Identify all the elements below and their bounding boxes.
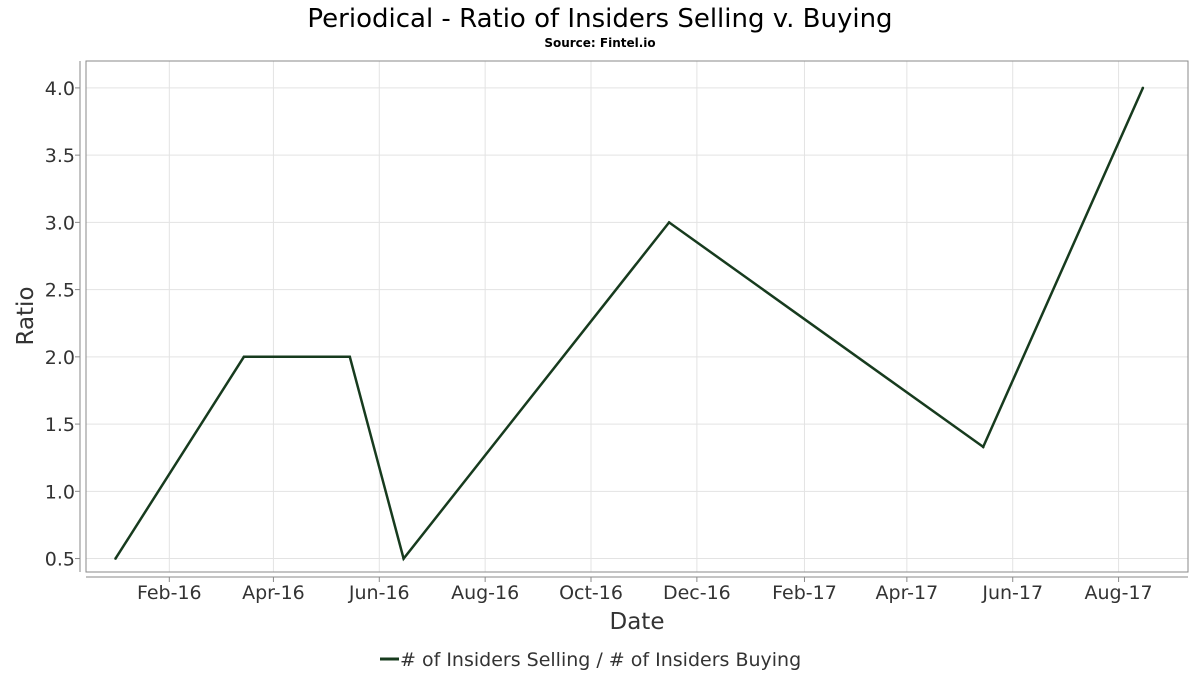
y-tick-label: 1.0 [45,481,75,503]
y-tick-label: 3.5 [45,145,75,167]
y-tick-label: 3.0 [45,212,75,234]
legend-label: # of Insiders Selling / # of Insiders Bu… [400,649,801,671]
x-tick-label: Dec-16 [663,582,731,604]
series-layer [114,86,1145,562]
series-line [114,87,1145,562]
y-tick-label: 0.5 [45,549,75,571]
data-point [348,355,352,359]
y-axis-ticks: 0.5 1.0 1.5 2.0 2.5 3.0 3.5 4.0 [45,78,80,571]
x-tick-label: Aug-16 [451,582,519,604]
x-tick-label: Oct-16 [559,582,623,604]
y-tick-label: 1.5 [45,414,75,436]
chart-title: Periodical - Ratio of Insiders Selling v… [307,4,892,34]
x-tick-label: Feb-17 [772,582,837,604]
x-axis-ticks: Feb-16 Apr-16 Jun-16 Aug-16 Oct-16 Dec-16 Feb-… [137,577,1153,604]
data-point [242,355,246,359]
x-tick-label: Jun-17 [981,582,1043,604]
plot-area [85,60,1189,573]
y-tick-label: 4.0 [45,78,75,100]
y-tick-label: 2.0 [45,347,75,369]
data-point [667,221,671,224]
x-tick-label: Apr-16 [242,582,305,604]
legend[interactable]: # of Insiders Selling / # of Insiders Bu… [380,649,801,671]
data-point [981,445,985,449]
y-axis-title: Ratio [13,286,39,345]
x-tick-label: Aug-17 [1085,582,1153,604]
data-point [114,557,117,560]
x-tick-label: Feb-16 [137,582,202,604]
grid-lines [86,61,1188,572]
data-point [1141,86,1145,90]
x-tick-label: Jun-16 [348,582,410,604]
x-tick-label: Apr-17 [876,582,939,604]
x-axis-title: Date [610,609,665,635]
y-tick-label: 2.5 [45,280,75,302]
chart-subtitle: Source: Fintel.io [544,36,655,50]
data-point [402,557,405,560]
